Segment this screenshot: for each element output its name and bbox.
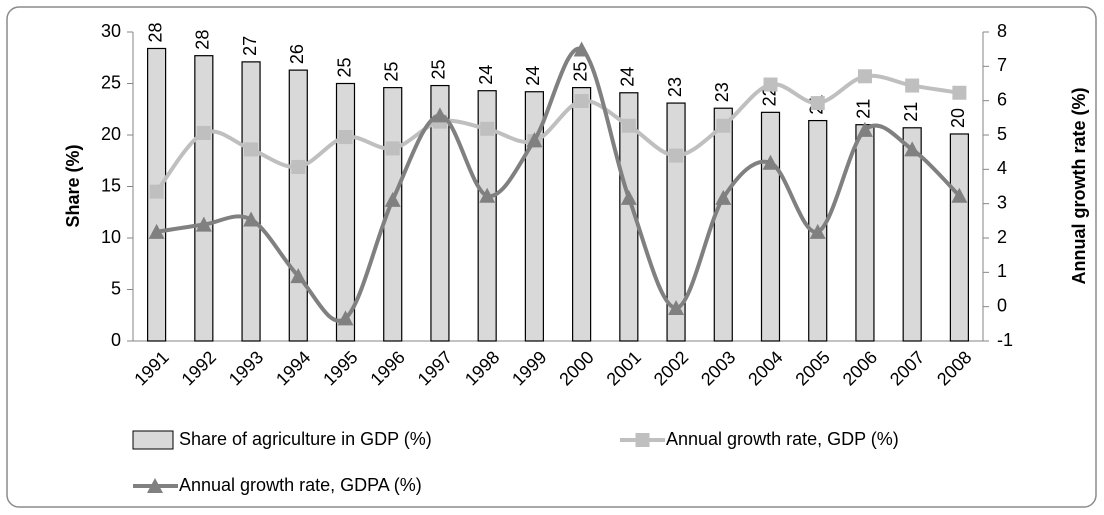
y-tick-label: 0 (111, 330, 121, 350)
marker (244, 142, 259, 157)
y-tick-label: 15 (101, 175, 121, 195)
bar (902, 127, 922, 342)
y2-tick-label: 4 (997, 158, 1007, 178)
marker (243, 211, 260, 227)
marker (480, 121, 495, 136)
bar (335, 82, 356, 342)
marker (196, 125, 211, 140)
data-label: 24 (618, 67, 638, 87)
legend-label: Annual growth rate, GDP (%) (666, 429, 899, 449)
legend-marker (635, 433, 650, 447)
y2-tick-label: 5 (997, 124, 1007, 144)
bar (855, 124, 875, 342)
marker (857, 69, 872, 84)
marker (810, 96, 825, 111)
marker (621, 118, 636, 133)
marker (762, 154, 779, 170)
marker (149, 184, 164, 199)
bar (760, 111, 781, 342)
legend-swatch (132, 430, 174, 450)
marker (668, 300, 685, 316)
marker (574, 94, 589, 109)
data-label: 21 (854, 99, 874, 119)
data-label: 24 (476, 65, 496, 85)
data-label: 23 (712, 82, 732, 102)
marker (338, 130, 353, 145)
marker (952, 85, 967, 100)
y2-axis-title: Annual growth rate (%) (1069, 87, 1089, 284)
data-label: 21 (901, 102, 921, 122)
y2-tick-label: 8 (997, 21, 1007, 41)
marker (951, 187, 968, 203)
data-label: 25 (429, 60, 449, 80)
y-tick-label: 5 (111, 278, 121, 298)
bar (572, 87, 592, 342)
data-label: 20 (948, 108, 968, 128)
y-tick-label: 30 (101, 21, 121, 41)
bar (949, 133, 969, 342)
y-tick-label: 25 (101, 72, 121, 92)
marker (291, 159, 306, 174)
marker (385, 141, 400, 156)
marker (809, 223, 826, 239)
marker (856, 121, 873, 137)
marker (715, 189, 732, 205)
bar (524, 91, 544, 342)
bar (619, 92, 639, 342)
legend-label: Annual growth rate, GDPA (%) (179, 475, 422, 495)
legend-label: Share of agriculture in GDP (%) (179, 429, 432, 449)
y-axis-title: Share (%) (63, 144, 83, 227)
marker (195, 216, 212, 232)
y2-tick-label: 1 (997, 261, 1007, 281)
data-label: 26 (287, 44, 307, 64)
data-label: 28 (193, 30, 213, 50)
marker (620, 189, 637, 205)
bar (713, 107, 733, 342)
data-label: 25 (334, 57, 354, 77)
marker (763, 77, 778, 92)
data-label: 27 (240, 36, 260, 56)
data-label: 25 (570, 62, 590, 82)
y-tick-label: 20 (101, 124, 121, 144)
data-label: 28 (145, 22, 165, 42)
y2-tick-label: 6 (997, 89, 1007, 109)
y2-tick-label: 0 (997, 295, 1007, 315)
marker (148, 223, 165, 239)
y-tick-label: 10 (101, 227, 121, 247)
marker (337, 310, 354, 326)
marker (904, 141, 921, 157)
marker (526, 132, 543, 148)
y2-tick-label: -1 (997, 330, 1013, 350)
bar (430, 84, 450, 342)
marker (479, 187, 496, 203)
y2-tick-label: 2 (997, 227, 1007, 247)
y2-tick-label: 3 (997, 192, 1007, 212)
data-label: 25 (381, 62, 401, 82)
marker (573, 41, 590, 57)
data-label: 23 (665, 77, 685, 97)
bar (288, 69, 308, 342)
marker (716, 118, 731, 133)
marker (384, 191, 401, 207)
data-label: 24 (523, 66, 543, 86)
legend-marker (147, 478, 163, 493)
bar (241, 61, 261, 342)
marker (431, 107, 448, 123)
bar (194, 55, 214, 342)
marker (669, 148, 684, 163)
y2-tick-label: 7 (997, 55, 1007, 75)
bar (477, 90, 497, 342)
marker (905, 78, 920, 93)
marker (290, 268, 307, 284)
